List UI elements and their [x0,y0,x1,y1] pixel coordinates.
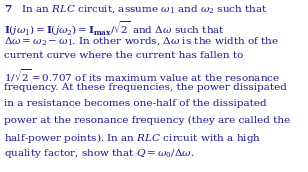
Text: power at the resonance frequency (they are called the: power at the resonance frequency (they a… [4,115,290,125]
Text: $\mathbf{I}(j\omega_1) = \mathbf{I}(j\omega_2) = \mathbf{I}_{\mathbf{max}}/\sqrt: $\mathbf{I}(j\omega_1) = \mathbf{I}(j\om… [4,19,225,38]
Text: $\Delta\omega = \omega_2 - \omega_1$. In other words, $\Delta\omega$ is the widt: $\Delta\omega = \omega_2 - \omega_1$. In… [4,35,279,47]
Text: in a resistance becomes one-half of the dissipated: in a resistance becomes one-half of the … [4,99,266,108]
Text: frequency. At these frequencies, the power dissipated: frequency. At these frequencies, the pow… [4,83,286,92]
Text: quality factor, show that $Q = \omega_0/\Delta\omega$.: quality factor, show that $Q = \omega_0/… [4,147,194,160]
Text: $1/\sqrt{2} = 0.707$ of its maximum value at the resonance: $1/\sqrt{2} = 0.707$ of its maximum valu… [4,67,280,84]
Text: half-power points). In an $\mathit{RLC}$ circuit with a high: half-power points). In an $\mathit{RLC}$… [4,131,261,145]
Text: $\bf{7}$   In an $\mathit{RLC}$ circuit, assume $\omega_1$ and $\omega_2$ such t: $\bf{7}$ In an $\mathit{RLC}$ circuit, a… [4,3,268,15]
Text: current curve where the current has fallen to: current curve where the current has fall… [4,51,243,60]
